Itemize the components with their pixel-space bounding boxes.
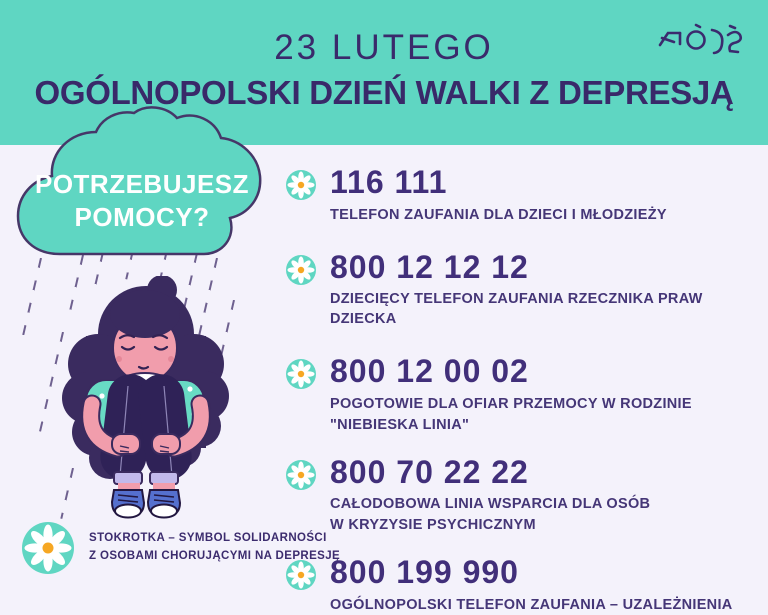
daisy-icon <box>286 560 316 591</box>
cloud-shape <box>16 106 262 256</box>
lodz-city-logo-icon <box>658 23 743 55</box>
helpline-list: 116 111 TELEFON ZAUFANIA DLA DZIECI I MŁ… <box>286 164 761 615</box>
cloud-question-line1: POTRZEBUJESZ <box>34 169 250 199</box>
footer-note: STOKROTKA – SYMBOL SOLIDARNOŚCI Z OSOBAM… <box>21 521 340 575</box>
helpline-item: 800 12 00 02 POGOTOWIE DLA OFIAR PRZEMOC… <box>286 355 761 435</box>
helpline-description: W KRYZYSIE PSYCHICZNYM <box>330 517 536 534</box>
page-title: OGÓLNOPOLSKI DZIEŃ WALKI Z DEPRESJĄ <box>34 74 734 111</box>
helpline-description: "NIEBIESKA LINIA" <box>330 416 470 433</box>
help-cloud: POTRZEBUJESZ POMOCY? <box>14 106 270 258</box>
cloud-question: POTRZEBUJESZ POMOCY? <box>14 168 270 233</box>
date-title: 23 LUTEGO <box>274 28 494 67</box>
helpline-number: 800 70 22 22 <box>330 453 529 490</box>
footer-note-line2: Z OSOBAMI CHORUJĄCYMI NA DEPRESJĘ <box>89 550 341 562</box>
footer-note-line1: STOKROTKA – SYMBOL SOLIDARNOŚCI <box>89 532 327 545</box>
helpline-number: 800 12 12 12 <box>330 248 529 285</box>
helpline-item: 800 199 990 OGÓLNOPOLSKI TELEFON ZAUFANI… <box>286 556 761 615</box>
sad-person-illustration <box>62 276 229 519</box>
helpline-number: 116 111 <box>330 164 448 200</box>
daisy-icon <box>286 170 316 200</box>
helpline-number: 800 199 990 <box>330 554 519 591</box>
helpline-description: TELEFON ZAUFANIA DLA DZIECI I MŁODZIEŻY <box>330 206 667 223</box>
helpline-description: POGOTOWIE DLA OFIAR PRZEMOCY W RODZINIE <box>330 395 692 412</box>
cloud-question-line2: POMOCY? <box>74 201 210 232</box>
daisy-icon <box>286 359 316 390</box>
helpline-item: 116 111 TELEFON ZAUFANIA DLA DZIECI I MŁ… <box>286 164 761 225</box>
helpline-description: OGÓLNOPOLSKI TELEFON ZAUFANIA – UZALEŻNI… <box>330 596 733 613</box>
helpline-description: DZIECIĘCY TELEFON ZAUFANIA RZECZNIKA PRA… <box>330 291 703 328</box>
helpline-number: 800 12 00 02 <box>330 353 529 390</box>
helpline-item: 800 70 22 22 CAŁODOBOWA LINIA WSPARCIA D… <box>286 453 761 536</box>
helpline-item: 800 12 12 12 DZIECIĘCY TELEFON ZAUFANIA … <box>286 248 761 330</box>
daisy-icon <box>286 254 316 285</box>
daisy-icon <box>22 522 74 574</box>
helpline-description: CAŁODOBOWA LINIA WSPARCIA DLA OSÓB <box>330 496 651 513</box>
daisy-icon <box>286 459 316 490</box>
